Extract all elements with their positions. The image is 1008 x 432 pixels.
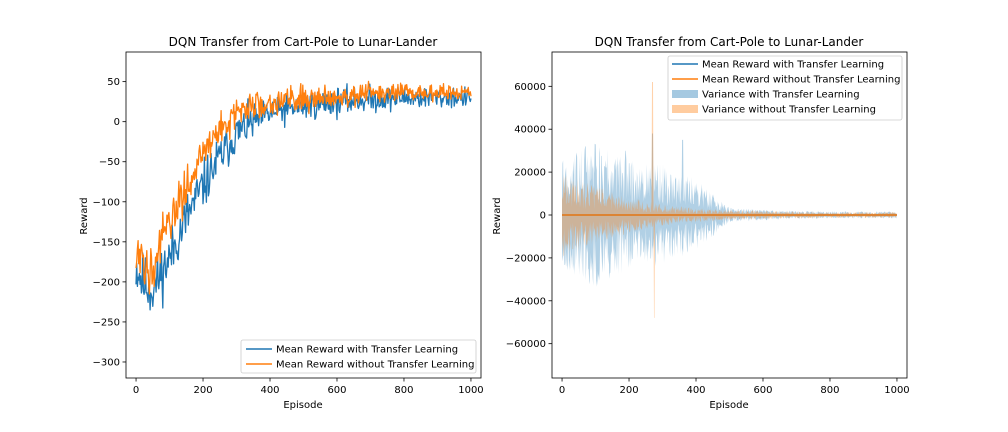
x-tick-label: 0 <box>559 385 565 396</box>
right-chart-legend: Mean Reward with Transfer Learning Mean … <box>667 55 903 121</box>
left-legend-label-with-transfer: Mean Reward with Transfer Learning <box>276 345 458 356</box>
right-chart-title: DQN Transfer from Cart-Pole to Lunar-Lan… <box>595 35 864 49</box>
y-tick-label: −60000 <box>506 339 546 350</box>
right-legend-label-without-transfer: Mean Reward without Transfer Learning <box>702 75 900 86</box>
right-chart-xlabel: Episode <box>709 400 748 411</box>
y-tick-label: −200 <box>93 277 120 288</box>
y-tick-label: −50 <box>99 157 120 168</box>
right-chart-ticks: 0 200 400 600 800 1000 −60000 −40000 −20000 0 2000… <box>506 82 910 396</box>
left-chart-xlabel: Episode <box>283 400 322 411</box>
x-tick-label: 800 <box>820 385 839 396</box>
left-chart-ylabel: Reward <box>79 197 90 234</box>
y-tick-label: −40000 <box>506 296 546 307</box>
x-tick-label: 200 <box>619 385 638 396</box>
right-legend-label-with-transfer: Mean Reward with Transfer Learning <box>702 60 884 71</box>
series-line-with-transfer <box>135 83 472 311</box>
y-tick-label: 0 <box>114 117 120 128</box>
y-tick-label: −250 <box>93 317 120 328</box>
y-tick-label: −150 <box>93 237 120 248</box>
x-tick-label: 400 <box>260 385 279 396</box>
left-chart-title: DQN Transfer from Cart-Pole to Lunar-Lan… <box>169 35 438 49</box>
right-legend-label-variance-without-transfer: Variance without Transfer Learning <box>702 105 876 116</box>
y-tick-label: −20000 <box>506 253 546 264</box>
y-tick-label: 0 <box>540 211 546 222</box>
y-tick-label: 20000 <box>514 168 546 179</box>
left-chart-lines <box>135 80 472 311</box>
left-chart: DQN Transfer from Cart-Pole to Lunar-Lan… <box>79 35 484 411</box>
x-tick-label: 800 <box>394 385 413 396</box>
left-chart-ticks: 0 200 400 600 800 1000 −300 −250 −200 −150 −100 −50… <box>93 77 484 396</box>
left-chart-axes-frame <box>125 51 482 379</box>
right-chart: DQN Transfer from Cart-Pole to Lunar-Lan… <box>492 35 910 411</box>
series-line-without-transfer <box>135 80 472 295</box>
left-chart-legend: Mean Reward with Transfer Learning Mean … <box>240 339 477 374</box>
x-tick-label: 0 <box>133 385 139 396</box>
x-tick-label: 400 <box>686 385 705 396</box>
y-tick-label: 60000 <box>514 82 546 93</box>
right-legend-swatch-variance-without-transfer <box>672 105 698 113</box>
right-legend-label-variance-with-transfer: Variance with Transfer Learning <box>702 90 860 101</box>
x-tick-label: 200 <box>193 385 212 396</box>
variance-band-with-transfer <box>562 133 897 287</box>
left-legend-label-without-transfer: Mean Reward without Transfer Learning <box>276 360 474 371</box>
x-tick-label: 600 <box>753 385 772 396</box>
right-chart-marks <box>562 82 897 318</box>
left-chart-plot-area <box>135 80 472 311</box>
y-tick-label: −100 <box>93 197 120 208</box>
x-tick-label: 1000 <box>884 385 909 396</box>
x-tick-label: 1000 <box>458 385 483 396</box>
x-tick-label: 600 <box>327 385 346 396</box>
y-tick-label: 40000 <box>514 125 546 136</box>
right-legend-frame <box>667 55 903 121</box>
left-legend-frame <box>240 339 477 374</box>
right-legend-swatch-variance-with-transfer <box>672 90 698 98</box>
y-tick-label: 50 <box>107 77 120 88</box>
right-chart-plot-area <box>562 82 897 318</box>
y-tick-label: −300 <box>93 357 120 368</box>
right-chart-ylabel: Reward <box>492 197 503 234</box>
